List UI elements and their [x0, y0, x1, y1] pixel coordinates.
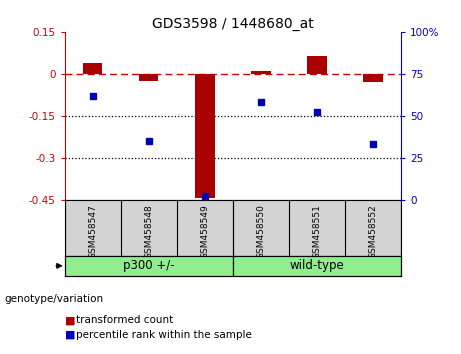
Bar [65, 256, 233, 276]
Bar [251, 71, 271, 74]
Title: GDS3598 / 1448680_at: GDS3598 / 1448680_at [152, 17, 313, 31]
Text: p300 +/-: p300 +/- [123, 259, 174, 272]
Text: GSM458550: GSM458550 [256, 204, 266, 259]
Text: transformed count: transformed count [76, 315, 173, 325]
Text: ■: ■ [65, 315, 75, 325]
Bar [363, 74, 383, 82]
Bar [139, 74, 159, 81]
Text: percentile rank within the sample: percentile rank within the sample [76, 330, 252, 339]
Text: ■: ■ [65, 330, 75, 339]
Text: GSM458549: GSM458549 [200, 204, 209, 259]
Bar [307, 56, 327, 74]
Text: wild-type: wild-type [290, 259, 344, 272]
Text: GSM458552: GSM458552 [368, 204, 378, 259]
Bar [195, 74, 214, 198]
Text: genotype/variation: genotype/variation [5, 294, 104, 304]
Bar [83, 63, 102, 74]
Text: GSM458551: GSM458551 [313, 204, 321, 259]
Text: GSM458547: GSM458547 [88, 204, 97, 259]
Bar [233, 256, 401, 276]
Text: GSM458548: GSM458548 [144, 204, 153, 259]
